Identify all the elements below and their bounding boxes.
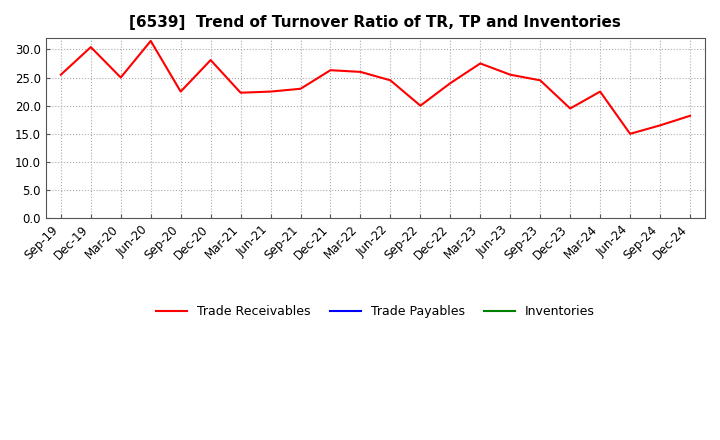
Trade Receivables bbox=[386, 78, 395, 83]
Trade Receivables bbox=[57, 72, 66, 77]
Trade Receivables bbox=[596, 89, 605, 94]
Trade Receivables bbox=[356, 69, 365, 74]
Trade Receivables bbox=[117, 75, 125, 80]
Trade Receivables bbox=[685, 113, 694, 118]
Line: Trade Receivables: Trade Receivables bbox=[61, 41, 690, 134]
Trade Receivables bbox=[296, 86, 305, 92]
Legend: Trade Receivables, Trade Payables, Inventories: Trade Receivables, Trade Payables, Inven… bbox=[151, 300, 600, 323]
Trade Receivables bbox=[266, 89, 275, 94]
Trade Receivables bbox=[626, 131, 634, 136]
Trade Receivables bbox=[656, 123, 665, 128]
Trade Receivables bbox=[146, 38, 155, 44]
Trade Receivables bbox=[506, 72, 515, 77]
Trade Receivables bbox=[566, 106, 575, 111]
Trade Receivables bbox=[176, 89, 185, 94]
Trade Receivables bbox=[416, 103, 425, 108]
Trade Receivables bbox=[446, 81, 454, 86]
Trade Receivables bbox=[326, 68, 335, 73]
Trade Receivables bbox=[536, 78, 544, 83]
Trade Receivables bbox=[207, 58, 215, 63]
Trade Receivables bbox=[476, 61, 485, 66]
Trade Receivables bbox=[86, 44, 95, 50]
Title: [6539]  Trend of Turnover Ratio of TR, TP and Inventories: [6539] Trend of Turnover Ratio of TR, TP… bbox=[130, 15, 621, 30]
Trade Receivables bbox=[236, 90, 245, 95]
